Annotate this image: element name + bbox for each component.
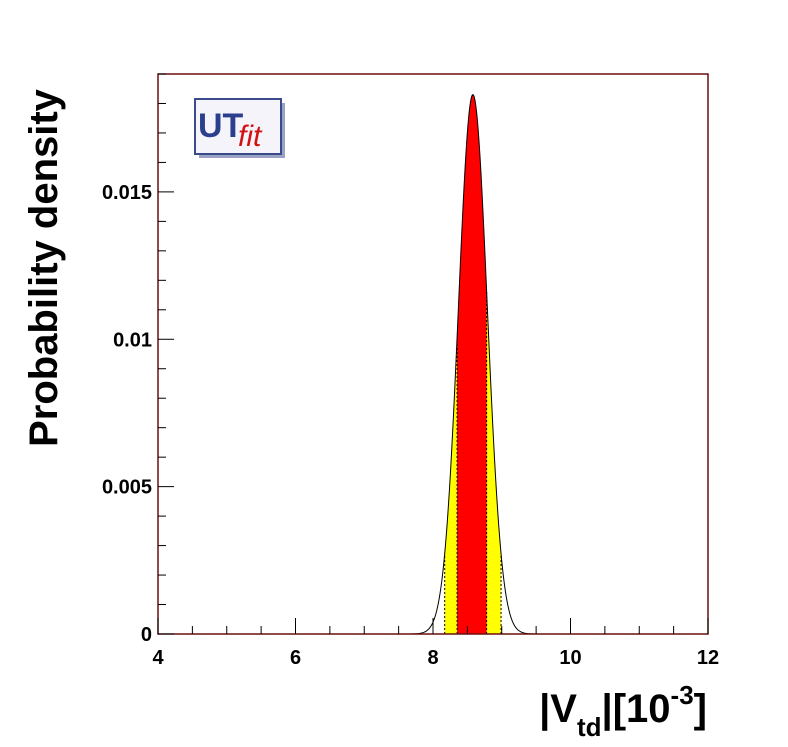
x-tick-label: 6 (290, 647, 301, 669)
axis-ticks (157, 73, 709, 635)
y-tick-label: 0.01 (113, 329, 152, 351)
probability-region-68 (457, 94, 487, 634)
logo-box (194, 98, 282, 155)
x-tick-label: 8 (427, 647, 438, 669)
y-tick-label: 0.015 (102, 182, 152, 204)
x-axis-label-prefix: |V (539, 687, 577, 731)
x-axis-label-middle: |[10 (602, 687, 671, 731)
x-axis-label-suffix: ] (694, 687, 707, 731)
x-axis-label-superscript: -3 (671, 680, 694, 710)
x-axis-label-subscript: td (577, 712, 602, 742)
interval-boundaries (444, 291, 502, 634)
x-tick-label: 12 (697, 647, 719, 669)
y-axis-label: Probability density (22, 88, 66, 447)
x-tick-label: 4 (152, 647, 164, 669)
logo-text-italic: fit (238, 120, 263, 153)
y-tick-label: 0 (141, 624, 152, 646)
x-tick-label: 10 (559, 647, 581, 669)
logo-text-main: UT (198, 107, 244, 145)
axis-tick-labels: 4 6 8 10 12 0 0.005 0.01 0.015 (102, 182, 719, 669)
x-axis-label: |Vtd|[10-3] (539, 680, 707, 742)
utfit-logo: UT fit (194, 98, 285, 158)
probability-regions (444, 94, 502, 634)
y-tick-label: 0.005 (102, 477, 152, 499)
